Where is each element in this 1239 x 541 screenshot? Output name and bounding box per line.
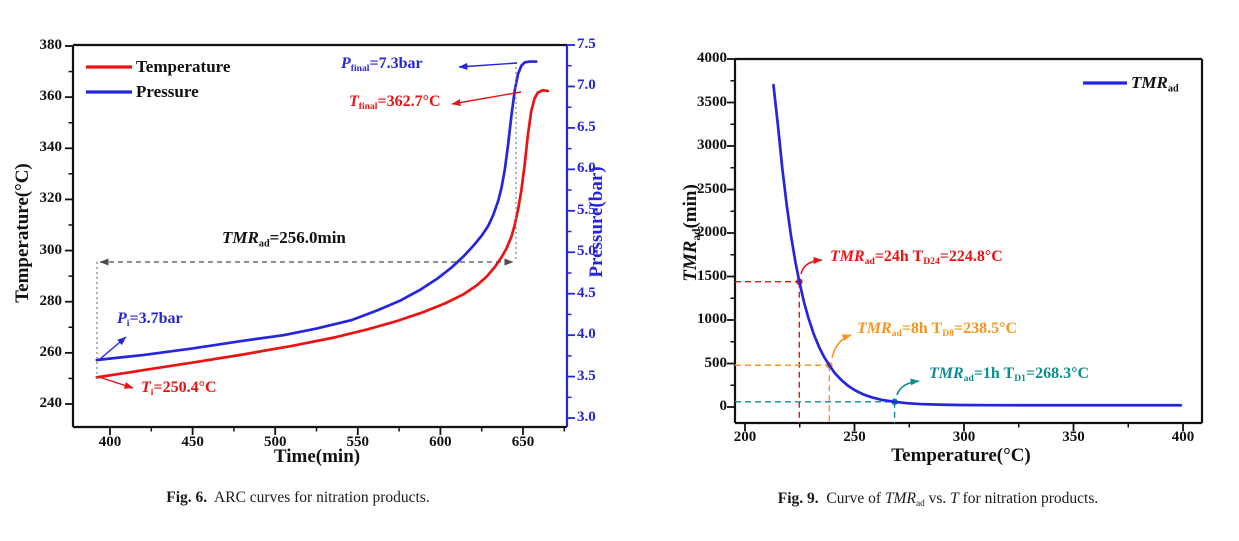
tick-label: 250	[843, 429, 866, 445]
tick-label: 450	[181, 434, 204, 450]
tick-label: 350	[1062, 429, 1085, 445]
tick-label: 4.0	[577, 326, 596, 343]
fig6-annotation-p-final: Pfinal=7.3bar	[341, 55, 423, 75]
tick-label: 340	[39, 139, 63, 156]
tick-label: 3.0	[577, 409, 596, 426]
tick-label: 200	[733, 429, 757, 445]
fig6-annotation-t-initial: Ti=250.4°C	[141, 379, 217, 399]
tick-label: 6.0	[577, 160, 596, 177]
tick-label: 320	[39, 190, 63, 207]
fig6-legend-label-pressure: Pressure	[136, 82, 199, 101]
tick-label: 280	[39, 292, 63, 309]
tick-label: 4000	[697, 50, 727, 66]
tick-label: 400	[1171, 429, 1195, 445]
fig9-annotation-24h: TMRad=24h TD24=224.8°C	[830, 248, 1003, 268]
fig9-annotation-8h: TMRad=8h TD8=238.5°C	[857, 320, 1018, 340]
fig6-y-right-axis-title: Pressure(bar)	[586, 166, 608, 278]
tick-label: 360	[39, 88, 63, 105]
fig6-annotation-t-final: Tfinal=362.7°C	[349, 93, 441, 113]
tick-label: 7.0	[577, 77, 596, 94]
fig9-x-axis-title: Temperature(°C)	[891, 445, 1031, 466]
fig9-caption: Fig. 9. Curve of TMRad vs. T for nitrati…	[777, 490, 1099, 510]
tick-label: 7.5	[577, 36, 596, 52]
tick-label: 2500	[697, 180, 727, 197]
tick-label: 6.5	[577, 118, 596, 135]
tick-label: 550	[346, 434, 370, 450]
fig6-tmr-bracket-label: TMRad=256.0min	[222, 228, 346, 250]
fig6-y-left-axis-title: Temperature(°C)	[12, 163, 34, 303]
tick-label: 5.0	[577, 243, 596, 260]
fig9-annotation-1h: TMRad=1h TD1=268.3°C	[929, 365, 1090, 385]
tick-label: 650	[511, 434, 535, 450]
tick-label: 1500	[697, 267, 727, 284]
tick-label: 3500	[697, 93, 727, 110]
fig6-legend-label-temperature: Temperature	[136, 57, 231, 76]
tick-label: 3.5	[577, 367, 596, 384]
tick-label: 500	[263, 434, 287, 450]
tick-label: 300	[39, 241, 63, 258]
tick-label: 500	[704, 354, 728, 371]
fig6-caption: Fig. 6. ARC curves for nitration product…	[166, 489, 430, 506]
tick-label: 400	[98, 434, 122, 450]
tick-label: 240	[39, 394, 63, 411]
fig9-legend-label-tmr: TMRad	[1131, 73, 1179, 95]
tick-label: 1000	[697, 311, 727, 327]
fig6-x-axis-title: Time(min)	[273, 446, 361, 467]
fig6-annotation-p-initial: Pi=3.7bar	[117, 310, 183, 330]
tick-label: 5.5	[577, 201, 596, 218]
tick-label: 4.5	[577, 284, 596, 301]
tick-label: 260	[39, 343, 63, 360]
tick-label: 300	[952, 429, 976, 445]
tick-label: 3000	[697, 137, 727, 153]
tick-label: 380	[39, 37, 63, 53]
tick-label: 2000	[697, 224, 727, 240]
tick-label: 600	[429, 434, 452, 450]
tick-label: 0	[719, 398, 728, 414]
